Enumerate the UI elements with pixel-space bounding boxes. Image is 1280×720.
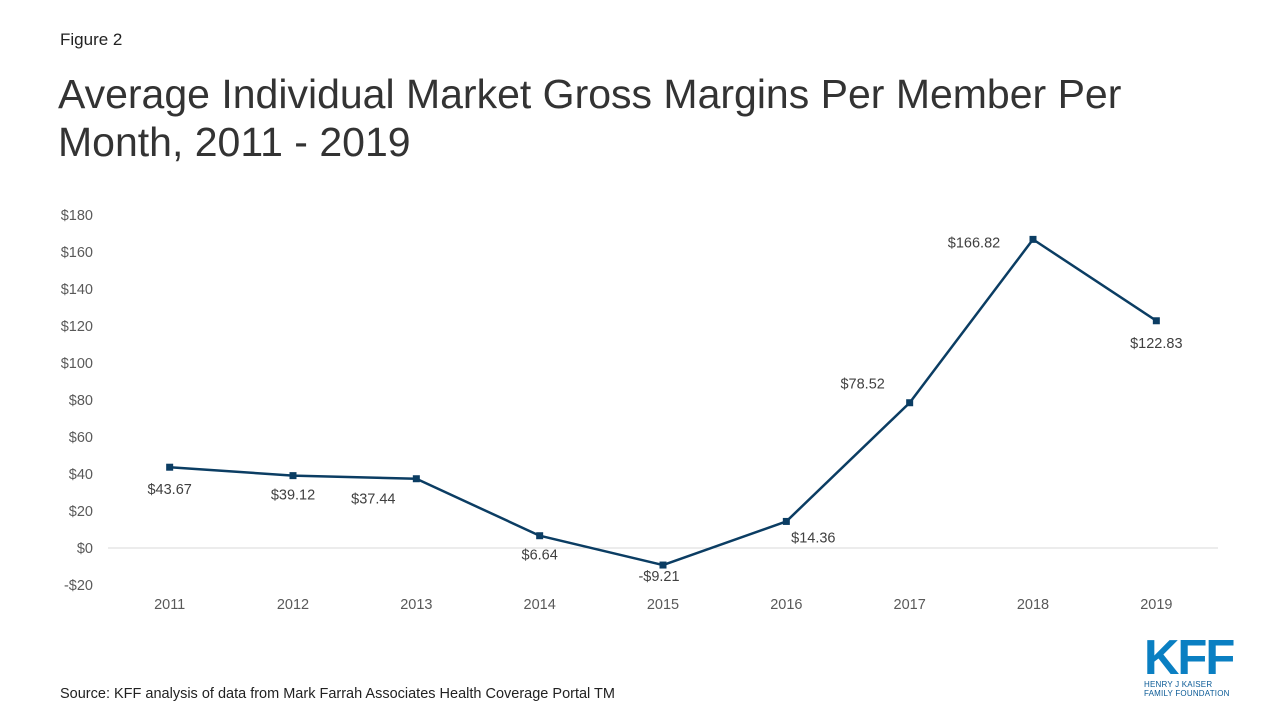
data-point xyxy=(1029,235,1037,243)
data-point xyxy=(289,472,297,480)
y-tick-label: $20 xyxy=(69,504,93,520)
data-point xyxy=(1152,317,1160,325)
y-tick-label: $180 xyxy=(61,208,93,224)
data-label: -$9.21 xyxy=(638,569,679,585)
data-point xyxy=(412,475,420,483)
x-tick-label: 2014 xyxy=(524,597,556,613)
data-point xyxy=(659,561,667,569)
data-point xyxy=(782,517,790,525)
data-label: $166.82 xyxy=(948,235,1000,251)
x-tick-label: 2011 xyxy=(154,597,185,613)
data-label: $78.52 xyxy=(840,377,884,393)
logo-line-1: HENRY J KAISER xyxy=(1144,680,1213,689)
y-tick-label: $100 xyxy=(61,356,93,372)
chart-title: Average Individual Market Gross Margins … xyxy=(58,71,1122,165)
data-label: $39.12 xyxy=(271,488,315,504)
x-tick-label: 2015 xyxy=(647,597,679,613)
source-note: Source: KFF analysis of data from Mark F… xyxy=(60,686,615,702)
x-tick-label: 2013 xyxy=(400,597,432,613)
figure-label: Figure 2 xyxy=(60,30,123,49)
series-line xyxy=(169,238,1158,567)
y-tick-label: $140 xyxy=(61,282,93,298)
x-tick-label: 2019 xyxy=(1140,597,1172,613)
x-tick-label: 2016 xyxy=(770,597,802,613)
data-label: $43.67 xyxy=(147,482,191,498)
line-chart: $180 $160 $140 $120 $100 $80 $60 $40 $20 $0 -$20 20… xyxy=(61,208,1218,613)
x-tick-label: 2017 xyxy=(894,597,926,613)
y-tick-label: $160 xyxy=(61,245,93,261)
data-label: $6.64 xyxy=(522,548,558,564)
y-tick-label: $60 xyxy=(69,430,93,446)
x-tick-label: 2018 xyxy=(1017,597,1049,613)
data-label: $37.44 xyxy=(351,492,395,508)
data-point xyxy=(166,463,174,471)
y-tick-label: $80 xyxy=(69,393,93,409)
logo-line-2: FAMILY FOUNDATION xyxy=(1144,689,1230,698)
y-tick-label: $40 xyxy=(69,467,93,483)
y-tick-label: $120 xyxy=(61,319,93,335)
data-point xyxy=(536,532,544,540)
y-tick-label: -$20 xyxy=(64,578,93,594)
kff-logo: KFF HENRY J KAISER FAMILY FOUNDATION xyxy=(1144,631,1236,699)
logo-mark: KFF xyxy=(1144,631,1235,685)
data-point xyxy=(906,399,914,407)
x-tick-label: 2012 xyxy=(277,597,309,613)
data-label: $14.36 xyxy=(791,530,835,546)
y-tick-label: $0 xyxy=(77,541,93,557)
data-label: $122.83 xyxy=(1130,336,1182,352)
